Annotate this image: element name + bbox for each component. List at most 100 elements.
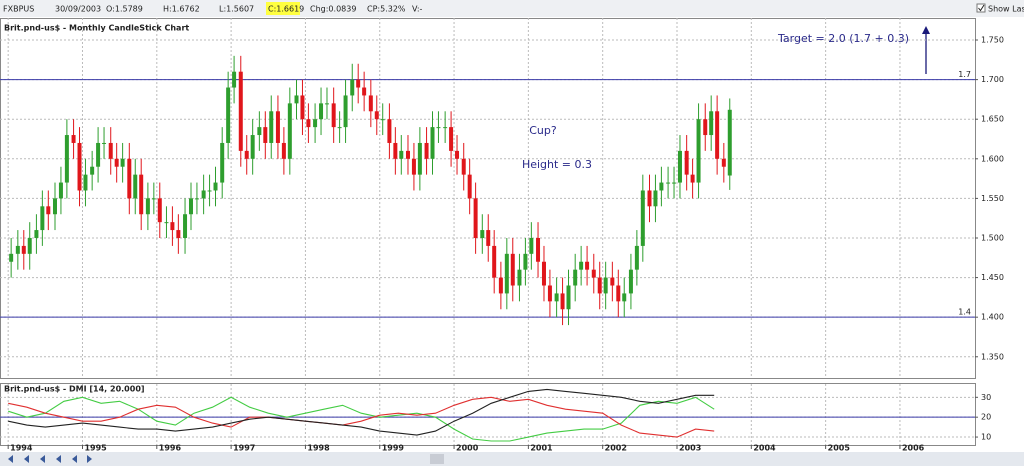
scroll-thumb[interactable] — [430, 454, 444, 464]
candle-body — [498, 277, 503, 294]
x-tick-label: 2006 — [902, 444, 925, 453]
candle-body — [300, 95, 305, 120]
candle-body — [430, 127, 435, 159]
candle-body — [139, 174, 144, 215]
x-tick-label: 1997 — [233, 444, 255, 453]
candle-body — [34, 230, 39, 238]
candle-body — [393, 142, 398, 159]
candle-body — [554, 293, 559, 302]
candle-body — [238, 71, 243, 151]
candle-body — [275, 111, 280, 143]
candle-body — [517, 269, 522, 286]
candle-body — [127, 158, 132, 199]
candle-body — [71, 135, 76, 143]
candle-body — [560, 293, 565, 310]
y-tick-label: 1.600 — [981, 154, 1004, 163]
candle-body — [96, 142, 101, 167]
candle-body — [207, 190, 212, 192]
x-tick-label: 1994 — [10, 444, 33, 453]
candle-body — [21, 245, 26, 254]
candle-body — [684, 150, 689, 175]
candle-body — [269, 111, 274, 143]
candle-body — [411, 158, 416, 175]
candle-body — [610, 277, 615, 286]
candle-body — [523, 253, 528, 270]
scrollbar[interactable] — [0, 452, 1024, 466]
candle-body — [449, 127, 454, 151]
candle-body — [15, 245, 20, 254]
chart-title: Brit.pnd-us$ - Monthly CandleStick Chart — [4, 24, 189, 33]
candle-body — [597, 277, 602, 294]
candle-body — [331, 103, 336, 128]
toolbar — [0, 0, 1024, 17]
y-tick-label: 1.650 — [981, 115, 1004, 124]
x-tick-label: 2004 — [753, 444, 776, 453]
candle-body — [356, 79, 361, 88]
y-tick-label: 1.750 — [981, 36, 1004, 45]
candle-body — [573, 269, 578, 286]
high: H:1.6762 — [163, 5, 200, 14]
x-tick-label: 1996 — [159, 444, 182, 453]
candle-body — [287, 103, 292, 159]
symbol: FXBPUS — [3, 5, 34, 14]
candle-body — [337, 127, 342, 129]
annotation: Target = 2.0 (1.7 + 0.3) — [777, 32, 909, 45]
y-tick-label: 1.450 — [981, 273, 1004, 282]
scroll-buttons[interactable] — [8, 455, 92, 463]
candle-body — [628, 269, 633, 294]
candle-body — [27, 237, 32, 254]
candle-body — [455, 150, 460, 159]
candle-body — [170, 222, 175, 231]
candle-body — [504, 253, 509, 294]
y-tick-label: 10 — [981, 433, 991, 442]
candle-body — [319, 103, 324, 120]
candle-body — [703, 119, 708, 136]
candle-body — [399, 150, 404, 159]
x-tick-label: 1998 — [307, 444, 330, 453]
candle-body — [263, 127, 268, 143]
candle-body — [486, 230, 491, 246]
candle-body — [102, 142, 107, 144]
x-tick-label: 2000 — [456, 444, 479, 453]
candle-body — [536, 237, 541, 262]
candle-body — [77, 142, 82, 191]
candle-body — [133, 174, 138, 199]
candle-body — [721, 158, 726, 167]
dmi-line — [8, 388, 715, 436]
candle-body — [709, 111, 714, 136]
candle-body — [405, 150, 410, 159]
candle-body — [566, 285, 571, 310]
x-tick-label: 2005 — [828, 444, 851, 453]
candle-body — [529, 237, 534, 254]
candle-body — [461, 158, 466, 175]
candle-body — [677, 150, 682, 183]
show-last-label[interactable]: Show Last — [988, 5, 1024, 14]
show-last-checkbox[interactable] — [976, 3, 986, 13]
candle-body — [715, 111, 720, 159]
candle-body — [232, 71, 237, 88]
candle-body — [362, 87, 367, 96]
dmi-line — [8, 396, 715, 442]
candle-body — [696, 119, 701, 183]
candle-body — [324, 103, 329, 105]
candle-body — [727, 109, 732, 176]
x-tick-label: 2001 — [530, 444, 553, 453]
close: C:1.6619 — [268, 5, 304, 14]
candle-body — [659, 182, 664, 191]
candle-body — [213, 182, 218, 191]
candle-body — [350, 79, 355, 96]
candle-body — [306, 119, 311, 128]
candle-body — [380, 119, 385, 121]
open: O:1.5789 — [106, 5, 143, 14]
candle-body — [201, 190, 206, 199]
candle-body — [417, 142, 422, 175]
x-tick-label: 2003 — [679, 444, 701, 453]
candle-body — [52, 198, 57, 215]
candle-body — [387, 119, 392, 143]
change: Chg:0.0839 — [310, 5, 356, 14]
candle-body — [690, 174, 695, 183]
date: 30/09/2003 — [55, 5, 101, 14]
candle-body — [83, 174, 88, 191]
x-tick-label: 2002 — [605, 444, 627, 453]
candle-body — [585, 261, 590, 270]
